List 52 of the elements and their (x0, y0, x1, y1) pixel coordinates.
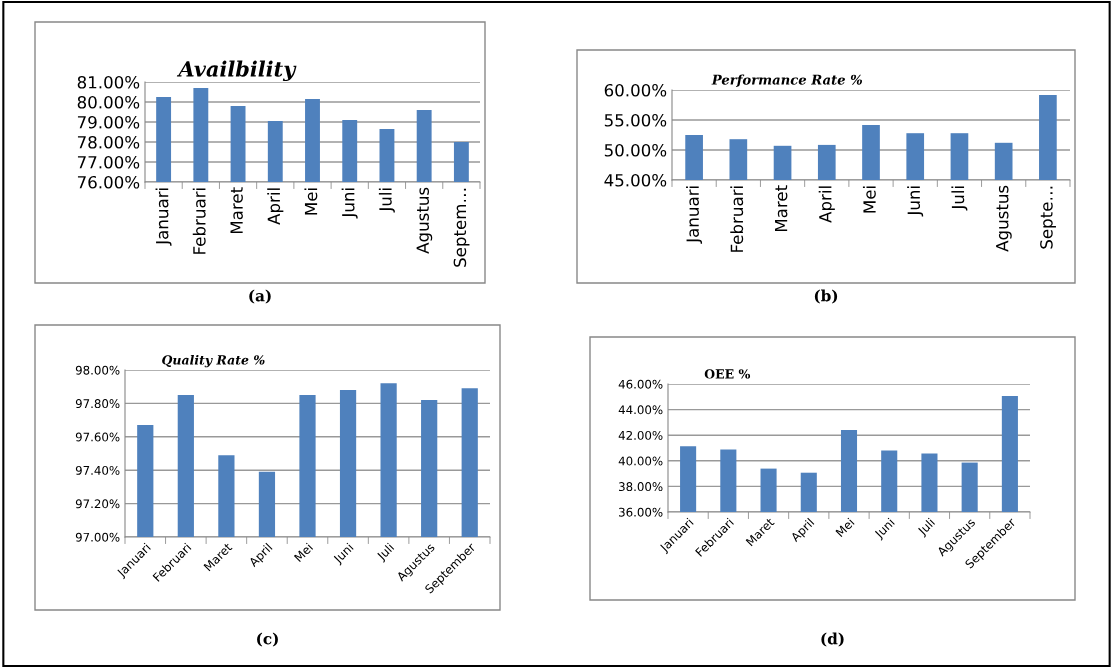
y-tick-label: 42.00% (618, 430, 663, 440)
x-tick-label: Juli (916, 517, 937, 538)
x-tick-label: April (267, 188, 284, 225)
x-tick-label: Januari (686, 186, 703, 244)
x-tick-label: Septe… (1040, 186, 1056, 249)
x-tick-label: Februari (730, 186, 744, 252)
x-tick-label: Mei (304, 188, 318, 215)
chart-title: Performance Rate % (711, 74, 863, 87)
x-tick-label: Mei (835, 517, 855, 538)
y-tick-label: 76.00% (77, 175, 140, 189)
y-tick-label: 98.00% (75, 365, 120, 375)
y-tick-label: 97.60% (75, 432, 120, 442)
x-tick-label: Agustus (996, 185, 1012, 252)
chart-title: Availbility (176, 60, 297, 82)
chart-title: Quality Rate % (162, 354, 265, 368)
text: (b) (814, 289, 838, 304)
y-tick-label: 78.00% (77, 135, 140, 149)
y-tick-label: 97.80% (75, 399, 120, 409)
x-tick-label: Januari (155, 188, 172, 246)
text: (a) (249, 289, 271, 304)
text: (c) (257, 632, 278, 647)
y-tick-label: 46.00% (618, 379, 663, 389)
x-tick-label: Juli (951, 186, 968, 211)
y-tick-label: 81.00% (77, 75, 140, 89)
y-tick-label: 60.00% (604, 83, 667, 97)
x-tick-label: Mei (293, 542, 314, 563)
y-tick-label: 36.00% (619, 507, 663, 517)
x-tick-label: Juni (341, 188, 358, 219)
x-tick-label: Juli (375, 542, 396, 563)
x-tick-label: April (818, 186, 835, 223)
y-tick-label: 80.00% (77, 95, 140, 109)
y-tick-label: 55.00% (604, 113, 667, 127)
y-tick-label: 97.20% (75, 499, 120, 509)
y-tick-label: 97.00% (75, 532, 120, 542)
x-tick-label: Maret (775, 185, 788, 232)
x-tick-label: Maret (230, 187, 243, 234)
y-tick-label: 38.00% (619, 482, 663, 492)
y-tick-label: 40.00% (618, 456, 663, 466)
chart-title: OEE % (704, 369, 751, 379)
x-tick-label: Mei (862, 186, 876, 213)
y-tick-label: 79.00% (77, 115, 140, 129)
x-tick-label: Agustus (416, 187, 433, 254)
y-tick-label: 44.00% (618, 405, 663, 415)
x-tick-label: Februari (192, 188, 206, 254)
x-tick-label: Septem… (453, 188, 470, 267)
y-tick-label: 97.40% (75, 465, 120, 475)
y-tick-label: 50.00% (604, 143, 667, 157)
y-tick-label: 77.00% (77, 155, 140, 169)
text: (d) (821, 632, 844, 647)
x-tick-label: Juli (378, 188, 395, 213)
y-tick-label: 45.00% (604, 173, 667, 187)
x-tick-label: Juni (907, 186, 924, 217)
